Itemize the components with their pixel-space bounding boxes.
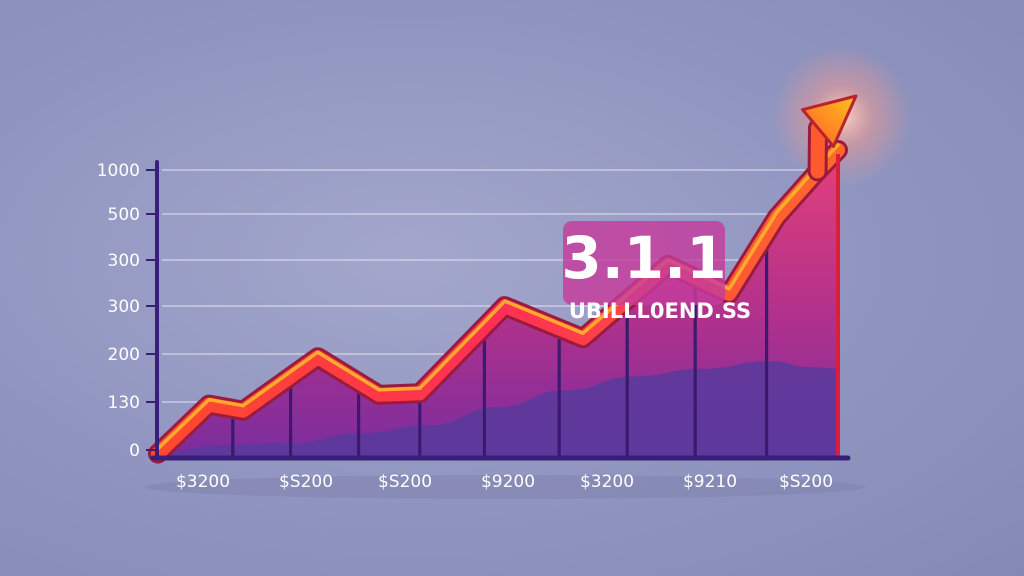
trend-line-highlight	[156, 143, 840, 451]
x-tick-label: $S200	[279, 472, 333, 492]
y-tick-label: 500	[108, 205, 140, 225]
x-tick-label: $3200	[580, 472, 634, 492]
x-tick-label: $9200	[481, 472, 535, 492]
x-tick-label: $S200	[378, 472, 432, 492]
y-tick-label: 300	[108, 251, 140, 271]
y-tick-label: 200	[108, 345, 140, 365]
x-tick-label: $3200	[176, 472, 230, 492]
annotation-value: 3.1.1	[561, 224, 726, 292]
annotation-label: UBILLL0END.SS	[569, 299, 751, 323]
floor-shadow	[145, 475, 865, 499]
axes	[150, 160, 851, 461]
y-tick-label: 300	[108, 297, 140, 317]
x-tick-label: $9210	[683, 472, 737, 492]
x-axis-ticks: $3200 $S200 $S200 $9200 $3200 $9210 $S200	[176, 472, 833, 492]
bar-pillars	[231, 241, 769, 456]
arrow-head-icon	[801, 94, 858, 148]
y-tick-label: 130	[108, 393, 140, 413]
annotation-badge-box	[563, 221, 725, 305]
trend-line-body	[151, 143, 845, 461]
trend-line	[148, 94, 858, 464]
y-axis-ticks: 1000 500 300 300 200 130 0	[97, 161, 157, 461]
back-wave-shape	[158, 361, 838, 456]
back-wave	[158, 361, 838, 456]
y-tick-label: 1000	[97, 161, 140, 181]
annotation-badge: 3.1.1 UBILLL0END.SS	[561, 221, 751, 323]
y-tick-label: 0	[129, 441, 140, 461]
x-tick-label: $S200	[779, 472, 833, 492]
